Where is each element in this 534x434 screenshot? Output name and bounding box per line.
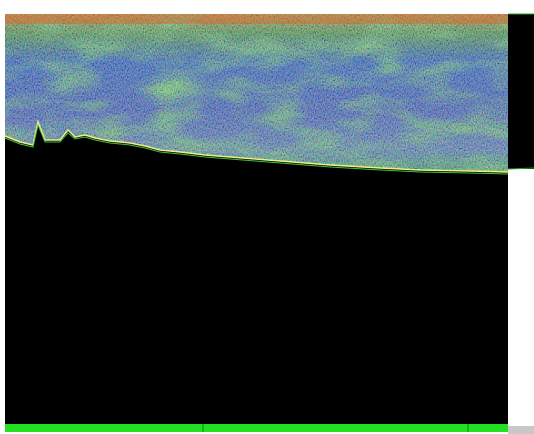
- waterfall-top-band: [5, 14, 508, 24]
- spectrum-view: [0, 0, 534, 434]
- progress-bar: [5, 424, 508, 432]
- scroll-remainder: [508, 426, 534, 434]
- side-panel: [508, 14, 534, 169]
- page: (() => { const data = JSON.parse(documen…: [0, 0, 534, 434]
